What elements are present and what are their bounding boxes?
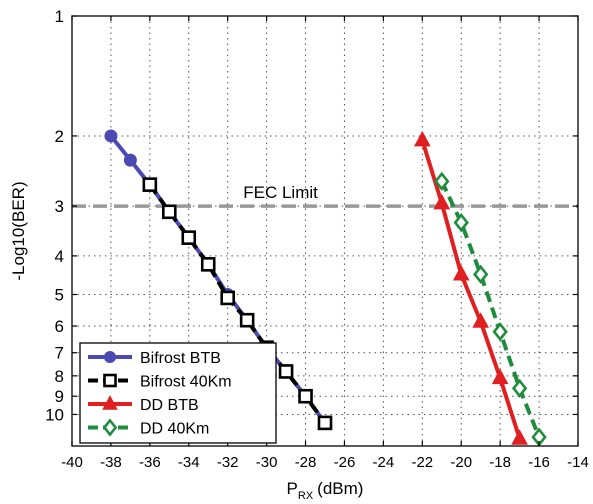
series-line <box>420 139 522 440</box>
legend-label: DD 40Km <box>140 421 209 438</box>
y-tick-label: 9 <box>55 387 64 406</box>
legend-swatch-marker <box>104 351 116 363</box>
data-point <box>413 130 431 147</box>
series-2 <box>413 130 528 445</box>
data-point <box>104 129 118 143</box>
data-point <box>452 265 470 281</box>
legend-item: Bifrost BTB <box>88 350 221 367</box>
y-tick-label: 5 <box>55 286 64 305</box>
fec-limit: FEC Limit <box>72 183 578 208</box>
data-point <box>278 364 294 379</box>
y-tick-label: 8 <box>55 367 64 386</box>
data-point <box>181 230 197 245</box>
y-tick-label: 4 <box>55 247 64 266</box>
x-tick-label: -24 <box>373 454 395 471</box>
x-tick-label: -30 <box>256 454 278 471</box>
series-3 <box>434 171 547 447</box>
data-point <box>123 153 137 167</box>
x-tick-label: -34 <box>178 454 200 471</box>
data-point <box>239 312 255 328</box>
x-tick-label: -28 <box>295 454 317 471</box>
x-tick-label: -36 <box>139 454 161 471</box>
legend: Bifrost BTB Bifrost 40Km DD BTB DD 40Km <box>79 342 277 444</box>
data-point <box>492 322 508 342</box>
data-point <box>511 378 528 398</box>
data-point <box>453 213 469 233</box>
data-point <box>220 290 235 306</box>
y-tick-label: 2 <box>55 127 64 146</box>
x-tick-label: -32 <box>217 454 239 471</box>
data-point <box>473 264 489 284</box>
x-tick-label: -26 <box>334 454 356 471</box>
data-point <box>162 204 177 220</box>
legend-swatch-marker <box>103 373 117 388</box>
plot-frame <box>71 15 579 447</box>
x-tick-label: -38 <box>100 454 122 471</box>
legend-swatch-marker <box>102 395 118 410</box>
legend-swatch-marker <box>102 418 118 437</box>
legend-label: Bifrost BTB <box>140 350 221 367</box>
x-tick-label: -18 <box>489 454 511 471</box>
y-tick-label: 6 <box>55 317 64 336</box>
x-axis-label-main: P <box>287 479 298 498</box>
x-axis-label: PRX (dBm) <box>287 479 364 502</box>
fec-limit-label: FEC Limit <box>243 183 318 202</box>
y-axis-label: -Log10(BER) <box>9 181 28 280</box>
legend-label: Bifrost 40Km <box>140 374 232 391</box>
y-tick-label: 1 <box>55 7 64 26</box>
data-point <box>298 388 313 404</box>
series-layer <box>104 129 547 447</box>
data-point <box>491 368 509 385</box>
data-point <box>433 193 451 210</box>
data-point <box>142 177 158 192</box>
x-tick-label: -22 <box>411 454 433 471</box>
legend-item: DD 40Km <box>88 418 209 438</box>
x-axis-label-sub: RX <box>298 490 314 502</box>
x-tick-label: -14 <box>567 454 589 471</box>
legend-item: Bifrost 40Km <box>88 374 232 391</box>
data-point <box>200 257 216 272</box>
data-point <box>434 171 450 191</box>
x-tick-label: -20 <box>450 454 472 471</box>
series-line <box>439 180 541 438</box>
x-tick-label: -16 <box>528 454 550 471</box>
series-line <box>148 183 327 425</box>
y-tick-label: 7 <box>55 344 64 363</box>
y-tick-label: 3 <box>55 197 64 216</box>
y-tick-label: 10 <box>45 405 64 424</box>
data-point <box>317 415 333 431</box>
legend-label: DD BTB <box>140 397 199 414</box>
x-tick-label: -40 <box>61 454 83 471</box>
data-point <box>472 312 490 328</box>
x-axis-label-unit: (dBm) <box>317 479 363 498</box>
legend-item: DD BTB <box>88 395 199 414</box>
data-point <box>511 429 528 445</box>
